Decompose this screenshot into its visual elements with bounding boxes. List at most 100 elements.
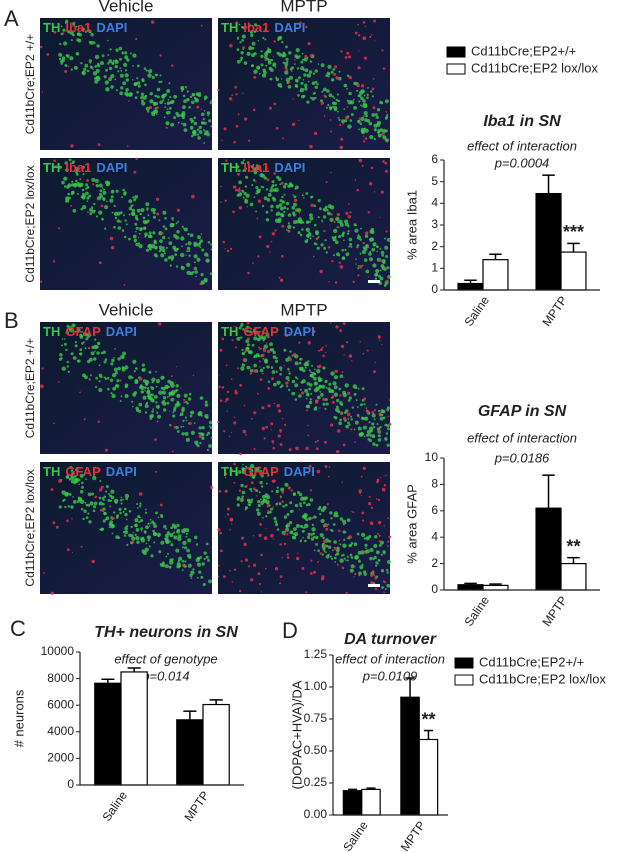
green-cell bbox=[75, 167, 80, 172]
red-cell bbox=[263, 437, 266, 440]
red-cell bbox=[283, 364, 285, 367]
green-cell bbox=[112, 59, 115, 63]
green-cell bbox=[131, 376, 133, 378]
green-cell bbox=[203, 551, 207, 555]
green-cell bbox=[246, 365, 251, 370]
green-cell bbox=[104, 80, 109, 85]
green-cell bbox=[361, 264, 364, 267]
green-cell bbox=[106, 182, 110, 187]
green-cell bbox=[300, 380, 304, 384]
green-cell bbox=[349, 242, 353, 246]
green-cell bbox=[125, 93, 129, 97]
green-cell bbox=[312, 92, 315, 95]
green-cell bbox=[124, 535, 127, 537]
green-cell bbox=[283, 206, 287, 210]
red-cell bbox=[319, 269, 323, 274]
red-cell bbox=[336, 213, 340, 217]
green-cell bbox=[287, 222, 290, 225]
red-cell bbox=[281, 491, 285, 494]
red-cell bbox=[159, 54, 162, 57]
green-cell bbox=[194, 270, 198, 274]
green-cell bbox=[173, 408, 177, 412]
green-cell bbox=[119, 91, 124, 96]
red-cell bbox=[219, 348, 223, 352]
red-cell bbox=[301, 391, 305, 395]
green-cell bbox=[104, 205, 109, 210]
green-cell bbox=[189, 95, 193, 99]
red-cell bbox=[224, 472, 228, 476]
micrograph-background bbox=[218, 158, 390, 290]
green-cell bbox=[190, 127, 193, 130]
green-cell bbox=[287, 213, 292, 217]
red-cell bbox=[217, 88, 220, 92]
green-cell bbox=[168, 82, 171, 85]
green-cell bbox=[256, 467, 260, 471]
green-cell bbox=[280, 487, 285, 492]
red-cell bbox=[364, 137, 368, 140]
y-tick-label: 2 bbox=[431, 239, 438, 253]
p-value: p=0.0186 bbox=[494, 450, 550, 465]
green-cell bbox=[279, 206, 284, 211]
red-cell bbox=[348, 55, 352, 59]
green-cell bbox=[203, 142, 206, 144]
green-cell bbox=[358, 426, 361, 429]
green-cell bbox=[349, 553, 353, 557]
green-cell bbox=[136, 91, 139, 94]
green-cell bbox=[350, 556, 354, 559]
green-cell bbox=[175, 384, 179, 388]
green-cell bbox=[167, 552, 169, 555]
legend-swatch bbox=[446, 63, 466, 75]
green-cell bbox=[119, 57, 122, 61]
green-cell bbox=[327, 387, 331, 391]
green-cell bbox=[314, 69, 318, 73]
green-cell bbox=[267, 511, 270, 514]
green-cell bbox=[240, 56, 244, 60]
green-cell bbox=[240, 336, 243, 339]
green-cell bbox=[198, 130, 203, 134]
green-cell bbox=[86, 196, 90, 200]
red-cell bbox=[368, 495, 371, 498]
green-cell bbox=[95, 215, 98, 218]
red-cell bbox=[271, 377, 275, 381]
green-cell bbox=[309, 96, 313, 99]
green-cell bbox=[243, 192, 247, 196]
green-cell bbox=[139, 212, 142, 216]
green-cell bbox=[338, 421, 343, 426]
green-cell bbox=[377, 434, 381, 438]
green-cell bbox=[84, 347, 87, 350]
green-cell bbox=[299, 502, 302, 505]
green-cell bbox=[110, 85, 114, 89]
green-cell bbox=[324, 379, 328, 384]
green-cell bbox=[145, 69, 148, 72]
green-cell bbox=[274, 66, 277, 68]
red-cell bbox=[264, 536, 267, 539]
green-cell bbox=[321, 553, 324, 556]
green-cell bbox=[79, 333, 83, 338]
green-cell bbox=[161, 401, 164, 404]
green-cell bbox=[236, 497, 240, 501]
green-cell bbox=[326, 209, 329, 212]
red-cell bbox=[231, 523, 233, 525]
red-cell bbox=[288, 357, 292, 362]
column-header: Vehicle bbox=[99, 0, 154, 15]
green-cell bbox=[67, 183, 72, 188]
green-cell bbox=[69, 466, 73, 469]
red-cell bbox=[329, 224, 331, 226]
green-cell bbox=[266, 365, 270, 369]
green-cell bbox=[147, 387, 150, 390]
green-cell bbox=[164, 564, 169, 569]
green-cell bbox=[309, 398, 312, 401]
green-cell bbox=[70, 352, 74, 356]
red-cell bbox=[352, 280, 355, 284]
red-cell bbox=[340, 344, 345, 349]
red-cell bbox=[237, 367, 239, 370]
green-cell bbox=[136, 208, 141, 213]
green-cell bbox=[190, 430, 195, 435]
green-cell bbox=[169, 106, 172, 110]
green-cell bbox=[148, 247, 152, 251]
red-cell bbox=[358, 416, 361, 418]
red-cell bbox=[381, 132, 385, 136]
red-cell bbox=[226, 390, 230, 394]
green-cell bbox=[168, 540, 172, 543]
green-cell bbox=[123, 191, 127, 195]
